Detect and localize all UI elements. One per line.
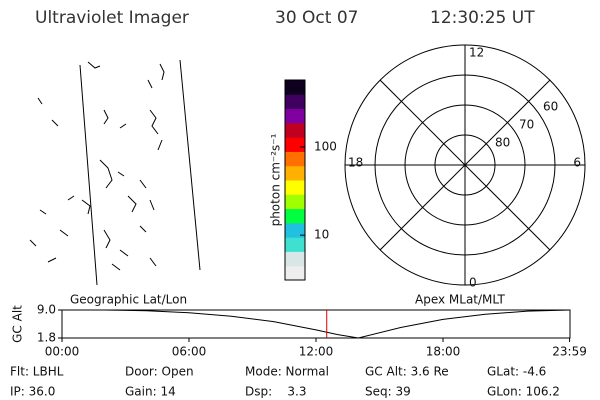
- y-tick-label: 1.8: [37, 331, 56, 345]
- info-field: Seq: 39: [365, 385, 411, 399]
- colorbar-cell: [285, 194, 305, 210]
- colorbar-cell: [285, 80, 305, 95]
- polar-ring: [344, 44, 586, 286]
- info-field: GC Alt: 3.6 Re: [365, 365, 449, 379]
- polar-lat-label: 60: [543, 100, 558, 114]
- colorbar-cell: [285, 180, 305, 195]
- polar-lat-label: 70: [519, 118, 534, 132]
- y-tick-label: 9.0: [37, 303, 56, 317]
- x-tick-label: 12:00: [299, 345, 334, 359]
- polar-mlt-label: 12: [469, 46, 484, 60]
- colorbar-tick-label: 100: [314, 139, 337, 153]
- colorbar-cell: [285, 108, 305, 124]
- orbit-right-title: Apex MLat/MLT: [415, 293, 505, 307]
- map: [29, 59, 201, 286]
- colorbar-cell: [285, 208, 305, 224]
- date: 30 Oct 07: [275, 8, 358, 28]
- x-tick-label: 18:00: [426, 345, 461, 359]
- info-field: Gain: 14: [125, 385, 176, 399]
- polar-ring: [434, 134, 496, 196]
- info-field: GLon: 106.2: [487, 385, 560, 399]
- colorbar-cell: [285, 151, 305, 167]
- colorbar-label: photon cm⁻²s⁻¹: [269, 133, 283, 226]
- orbit-left-title: Geographic Lat/Lon: [70, 293, 187, 307]
- title: Ultraviolet Imager: [35, 8, 189, 28]
- x-tick-label: 06:00: [172, 345, 207, 359]
- colorbar-cell: [285, 94, 305, 110]
- colorbar-cell: [285, 137, 305, 152]
- x-tick-label: 00:00: [45, 345, 80, 359]
- time: 12:30:25 UT: [430, 8, 535, 28]
- info-field: Dsp: 3.3: [245, 385, 307, 399]
- info-field: Mode: Normal: [245, 365, 329, 379]
- x-tick-label: 23:59: [552, 345, 587, 359]
- colorbar-frame: [284, 79, 306, 281]
- altitude-line: [62, 309, 571, 339]
- colorbar-cell: [285, 251, 305, 267]
- polar-ring: [374, 74, 556, 256]
- colorbar-cell: [285, 237, 305, 252]
- colorbar-tick-label: 10: [314, 228, 329, 242]
- info-field: Door: Open: [125, 365, 194, 379]
- colorbar-cell: [285, 222, 305, 238]
- polar-frame: [345, 45, 585, 285]
- info-field: GLat: -4.6: [487, 365, 546, 379]
- polar-mlt-label: 18: [348, 156, 363, 170]
- colorbar-cell: [285, 122, 305, 138]
- info-field: Flt: LBHL: [10, 365, 64, 379]
- polar-mlt-label: 6: [573, 156, 581, 170]
- orbit-frame: [61, 309, 571, 339]
- polar-lat-label: 80: [495, 136, 510, 150]
- polar-ring: [404, 104, 526, 226]
- colorbar-cell: [285, 165, 305, 181]
- colorbar-cell: [285, 265, 305, 281]
- orbit-ylabel: GC Alt: [11, 305, 25, 343]
- info-field: IP: 36.0: [10, 385, 55, 399]
- polar-mlt-label: 0: [469, 276, 477, 290]
